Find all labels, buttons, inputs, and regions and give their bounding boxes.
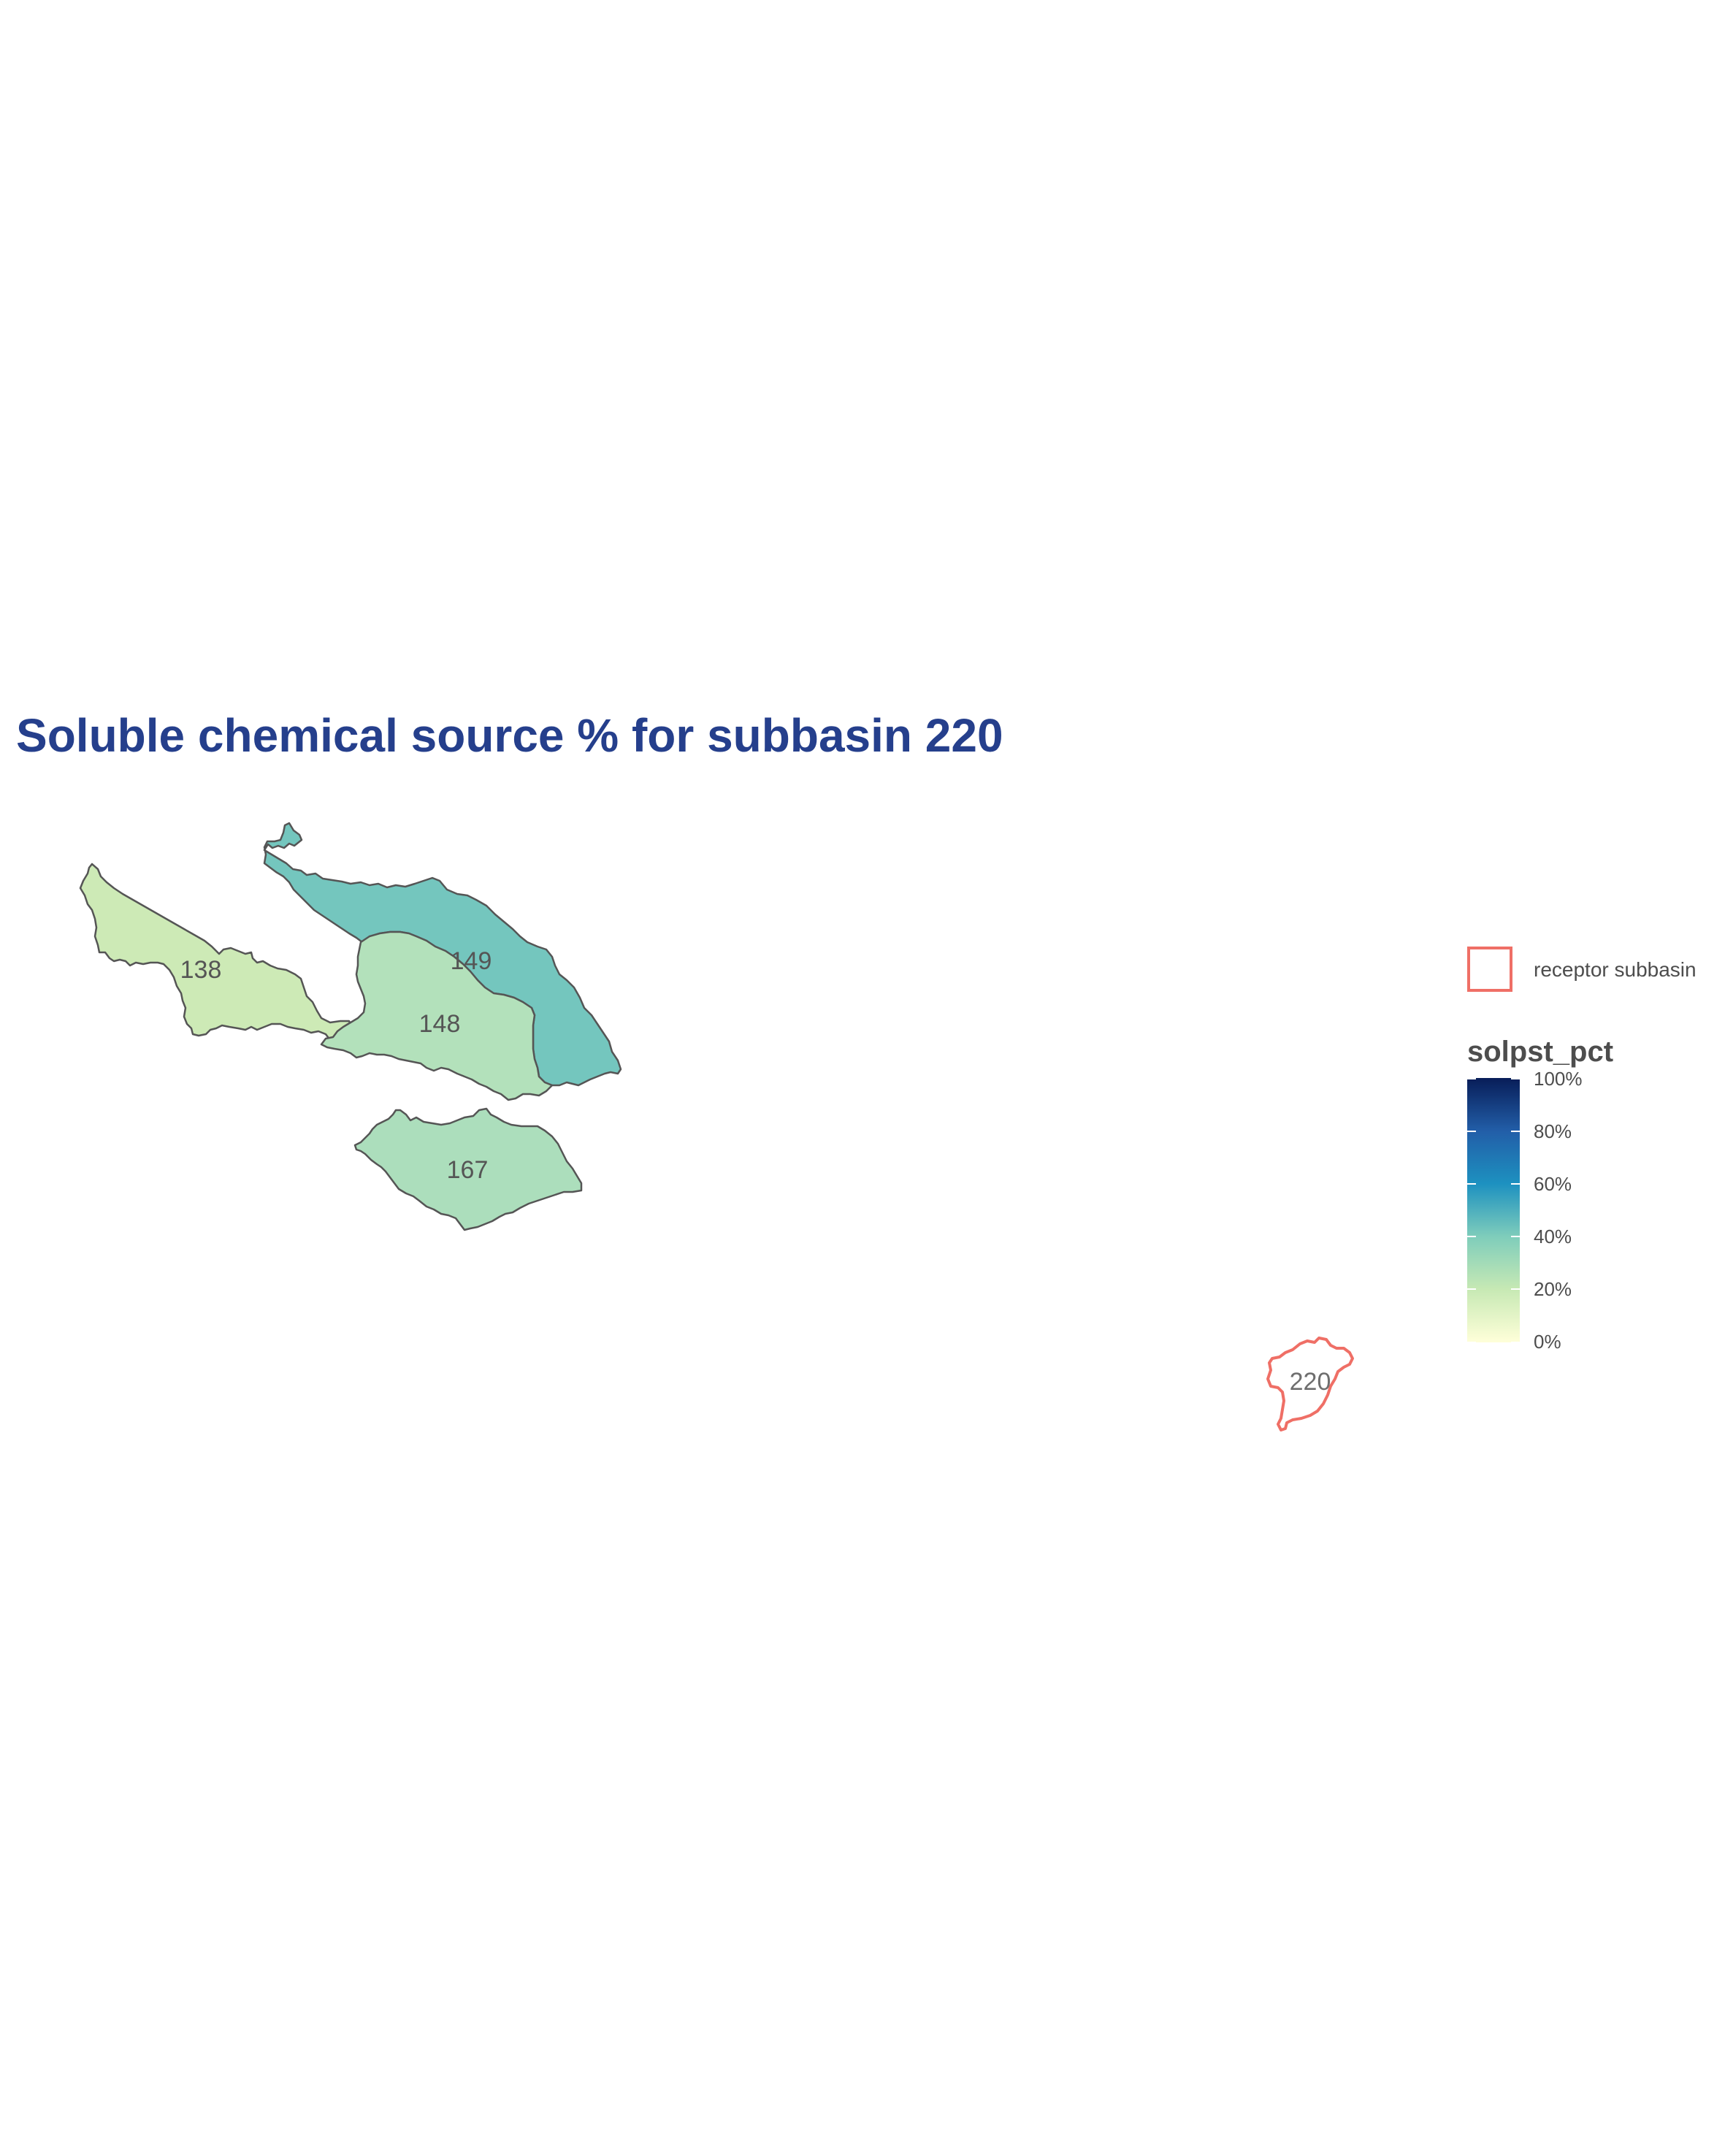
colorbar-tick-label-0: 0% (1534, 1331, 1561, 1353)
colorbar-tick (1467, 1131, 1476, 1132)
subbasin-138-label: 138 (180, 956, 222, 984)
colorbar-tick-label-80: 80% (1534, 1120, 1572, 1142)
subbasin-148-polygon[interactable] (320, 930, 554, 1101)
map-title: Soluble chemical source % for subbasin 2… (16, 709, 1003, 762)
colorbar-tick (1467, 1342, 1476, 1343)
subbasin-167-polygon[interactable] (353, 1107, 583, 1231)
subbasin-148-label: 148 (419, 1010, 461, 1038)
colorbar-tick (1511, 1131, 1520, 1132)
receptor-legend-label: receptor subbasin (1534, 958, 1697, 981)
colorbar-tick (1511, 1342, 1520, 1343)
colorbar-tick (1511, 1183, 1520, 1185)
receptor-subbasin-220-polygon[interactable] (1266, 1337, 1354, 1431)
colorbar-tick-label-40: 40% (1534, 1226, 1572, 1247)
colorbar-title: solpst_pct (1467, 1036, 1614, 1068)
colorbar-tick (1467, 1236, 1476, 1237)
colorbar-tick (1511, 1236, 1520, 1237)
colorbar-tick (1467, 1183, 1476, 1185)
subbasin-167-label: 167 (447, 1156, 489, 1184)
colorbar-tick (1511, 1288, 1520, 1290)
receptor-subbasin-220-label: 220 (1290, 1368, 1331, 1396)
colorbar-tick (1467, 1288, 1476, 1290)
colorbar-tick-label-100: 100% (1534, 1068, 1583, 1090)
colorbar-tick-label-60: 60% (1534, 1173, 1572, 1195)
colorbar-tick-label-20: 20% (1534, 1278, 1572, 1300)
colorbar-tick (1511, 1078, 1520, 1079)
subbasin-138-polygon[interactable] (79, 863, 353, 1041)
colorbar (1467, 1078, 1520, 1342)
colorbar-tick (1467, 1078, 1476, 1079)
receptor-legend-key (1467, 947, 1512, 992)
subbasin-149-polygon[interactable] (263, 822, 622, 1087)
subbasin-149-label: 149 (451, 947, 492, 975)
